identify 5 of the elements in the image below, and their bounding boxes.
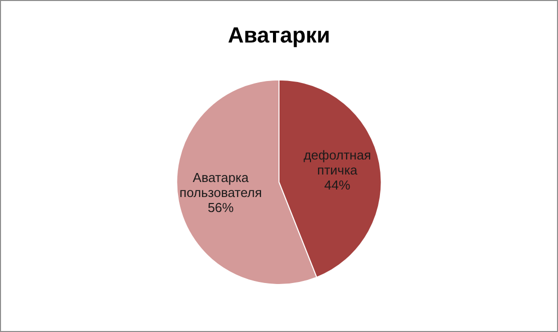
data-label: 44%	[324, 178, 351, 193]
chart-title: Аватарки	[228, 22, 330, 48]
data-label: 56%	[208, 200, 234, 215]
slice-label: Аватарка пользователя	[180, 170, 262, 200]
slice-label: дефолтная птичка	[304, 148, 372, 178]
